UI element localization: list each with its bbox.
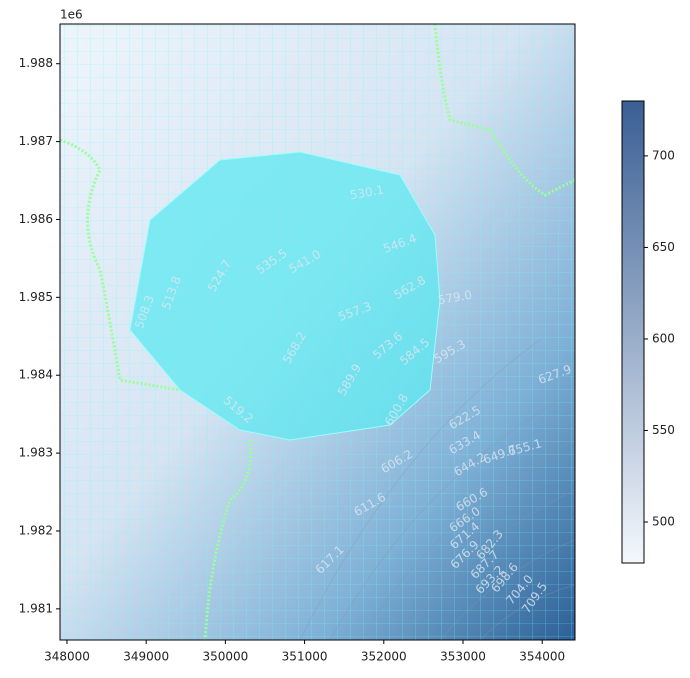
- contour-label: 579.0: [437, 288, 473, 308]
- contour-label: 530.1: [349, 183, 385, 203]
- lake: [129, 151, 441, 441]
- colorbar-tick-label: 700: [652, 148, 675, 162]
- x-tick-label: 352000: [361, 650, 407, 664]
- river: [60, 138, 181, 392]
- contour-lines: [299, 339, 575, 640]
- y-tick-label: 1.985: [19, 290, 53, 304]
- axis-offset-label: 1e6: [60, 8, 83, 22]
- y-tick-label: 1.981: [19, 601, 53, 615]
- colorbar-tick-label: 600: [652, 331, 675, 345]
- y-tick-label: 1.982: [19, 523, 53, 537]
- y-tick-label: 1.984: [19, 368, 53, 382]
- x-tick-label: 349000: [123, 650, 169, 664]
- y-tick-label: 1.983: [19, 446, 53, 460]
- y-tick-label: 1.986: [19, 212, 53, 226]
- river: [203, 439, 253, 640]
- x-tick-label: 350000: [202, 650, 248, 664]
- plot-area: [60, 24, 575, 640]
- x-tick-label: 351000: [282, 650, 328, 664]
- colorbar-tick-label: 650: [652, 240, 675, 254]
- colorbar-tick-label: 500: [652, 514, 675, 528]
- y-tick-label: 1.987: [19, 134, 53, 148]
- x-tick-label: 348000: [44, 650, 90, 664]
- x-tick-label: 354000: [519, 650, 565, 664]
- x-tick-label: 353000: [440, 650, 486, 664]
- colorbar: [621, 100, 645, 564]
- river: [433, 24, 575, 197]
- colorbar-tick-label: 550: [652, 423, 675, 437]
- y-tick-label: 1.988: [19, 56, 53, 70]
- plot-frame: [59, 23, 576, 641]
